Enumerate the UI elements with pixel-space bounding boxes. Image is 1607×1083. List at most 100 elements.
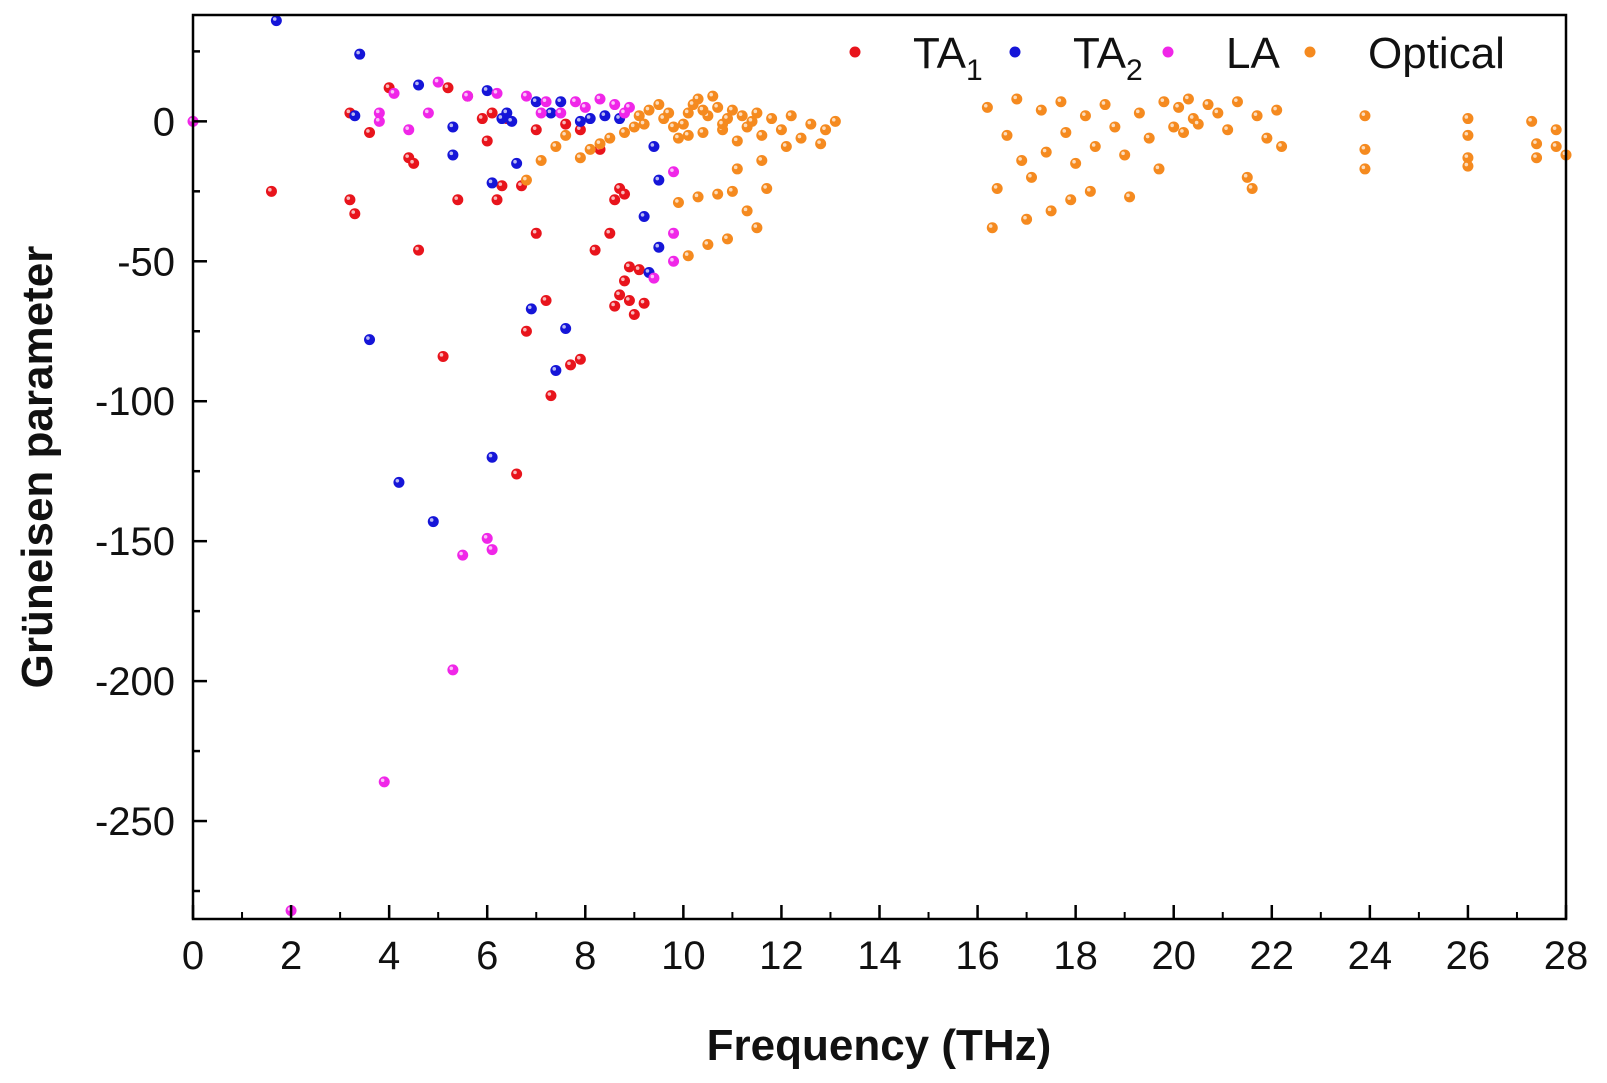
data-point-highlight — [375, 109, 380, 114]
data-point-highlight — [390, 89, 395, 94]
data-point-highlight — [1361, 165, 1366, 170]
data-point — [1531, 152, 1543, 164]
data-point-highlight — [782, 143, 787, 147]
data-point — [393, 476, 405, 488]
legend-label-la: LA — [1226, 29, 1280, 78]
data-point — [550, 141, 562, 153]
data-point-highlight — [606, 134, 611, 139]
data-point-highlight — [679, 120, 684, 125]
data-point-highlight — [498, 115, 503, 119]
x-tick-label: 10 — [661, 934, 706, 978]
data-point-highlight — [351, 210, 356, 214]
data-point-highlight — [268, 187, 272, 192]
data-point — [682, 250, 694, 262]
data-point-highlight — [488, 546, 493, 550]
y-tick-label: -150 — [95, 520, 175, 564]
data-point-highlight — [1273, 106, 1277, 111]
data-point — [540, 96, 552, 108]
series-optical — [520, 90, 1572, 262]
x-tick-label: 8 — [574, 934, 596, 978]
data-point — [270, 15, 282, 27]
data-point — [511, 468, 523, 480]
data-point-highlight — [1057, 98, 1062, 102]
data-point — [1531, 138, 1543, 150]
data-point-highlight — [743, 207, 748, 212]
x-tick-label: 18 — [1053, 934, 1098, 978]
data-point — [829, 115, 841, 127]
data-point — [604, 132, 616, 144]
x-tick-label: 4 — [378, 934, 400, 978]
data-point-highlight — [591, 246, 596, 251]
data-point-highlight — [1126, 193, 1130, 198]
data-point-highlight — [483, 87, 488, 91]
data-point — [545, 107, 557, 119]
data-point-highlight — [424, 109, 429, 114]
data-point — [1173, 101, 1185, 113]
data-point-highlight — [488, 179, 493, 184]
data-point — [1222, 124, 1234, 136]
data-point — [780, 141, 792, 153]
data-point — [452, 194, 464, 206]
data-point-highlight — [527, 305, 532, 310]
data-point-highlight — [655, 176, 660, 181]
data-point-highlight — [993, 185, 998, 189]
data-point-highlight — [488, 453, 493, 458]
data-point-highlight — [822, 126, 826, 130]
legend-marker-optical — [1304, 46, 1316, 58]
data-point-highlight — [743, 123, 748, 128]
data-point-highlight — [1243, 173, 1248, 178]
data-point-highlight — [508, 117, 512, 122]
data-point — [653, 99, 665, 111]
data-point-highlight — [346, 109, 351, 114]
data-point — [1124, 191, 1136, 203]
data-point-highlight — [621, 109, 625, 114]
data-point-highlight — [650, 143, 655, 147]
data-point-highlight — [532, 229, 537, 234]
data-point-highlight — [1533, 140, 1537, 144]
data-point — [486, 451, 498, 463]
data-point — [1011, 93, 1023, 105]
data-point — [756, 155, 768, 167]
data-point — [1359, 163, 1371, 175]
data-point — [1271, 104, 1283, 116]
x-tick-label: 0 — [182, 934, 204, 978]
data-point-highlight — [523, 327, 527, 332]
data-point — [1084, 185, 1096, 197]
data-point-highlight — [513, 159, 517, 164]
data-point-highlight — [576, 154, 581, 158]
data-point — [378, 776, 390, 788]
data-point — [712, 101, 724, 113]
data-point — [574, 353, 586, 365]
data-point-highlight — [988, 224, 993, 228]
data-point-highlight — [1175, 103, 1179, 108]
data-point-highlight — [1528, 117, 1532, 122]
data-point-highlight — [1062, 129, 1067, 133]
data-point — [265, 185, 277, 197]
data-point-highlight — [272, 17, 277, 21]
data-point-highlight — [611, 302, 615, 307]
data-point — [1246, 183, 1258, 195]
data-point-highlight — [1234, 98, 1238, 102]
data-point — [731, 163, 743, 175]
data-point — [354, 48, 366, 60]
data-point — [1099, 99, 1111, 111]
data-point — [638, 297, 650, 309]
data-point — [388, 87, 400, 99]
data-point-highlight — [557, 98, 561, 102]
data-point-highlight — [1180, 129, 1184, 133]
data-point — [815, 138, 827, 150]
data-point — [511, 157, 523, 169]
data-point — [1182, 93, 1194, 105]
data-point — [491, 87, 503, 99]
data-point-highlight — [572, 98, 576, 102]
data-point-highlight — [694, 193, 699, 198]
data-point-highlight — [1552, 143, 1557, 147]
data-point-highlight — [1533, 154, 1537, 158]
data-point-highlight — [1552, 126, 1557, 130]
data-point — [609, 194, 621, 206]
data-point-highlight — [601, 112, 606, 116]
data-point-highlight — [552, 367, 557, 371]
data-point-highlight — [670, 168, 674, 172]
data-point — [638, 211, 650, 223]
data-point-highlight — [1101, 101, 1106, 105]
